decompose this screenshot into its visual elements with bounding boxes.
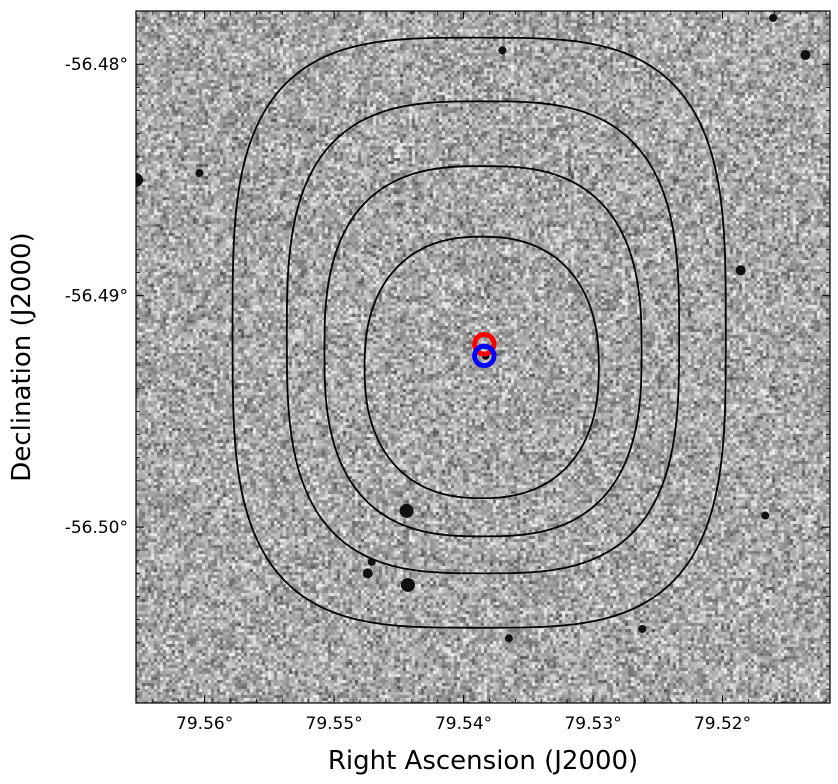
plot-frame	[135, 10, 831, 704]
star-source	[761, 511, 770, 520]
contour-line	[363, 235, 600, 500]
star-source	[399, 503, 414, 518]
x-tick-label: 79.52°	[694, 714, 751, 734]
x-axis-label: Right Ascension (J2000)	[328, 746, 638, 776]
star-source	[195, 169, 204, 178]
x-tick-label: 79.55°	[306, 714, 363, 734]
contour-line	[285, 100, 681, 575]
position-marker	[472, 332, 497, 357]
star-source	[498, 46, 507, 55]
position-marker	[472, 343, 497, 369]
star-source	[769, 13, 778, 22]
contour-layer	[231, 36, 727, 629]
x-tick-label: 79.56°	[176, 714, 233, 734]
star-source	[504, 634, 513, 643]
y-tick-label: -56.49°	[65, 287, 128, 307]
star-source	[735, 265, 746, 276]
contour-line	[231, 36, 727, 629]
y-tick-label: -56.48°	[65, 55, 128, 75]
star-source	[638, 624, 647, 633]
star-source	[800, 49, 811, 60]
x-tick-label: 79.54°	[435, 714, 492, 734]
y-tick-label: -56.50°	[65, 518, 128, 538]
contour-line	[323, 165, 643, 538]
sky-image	[136, 11, 830, 703]
tick-layer: 79.56° 79.55° 79.54° 79.53° 79.52° -56.50° -56…	[65, 11, 830, 734]
y-axis-label: Declination (J2000)	[7, 232, 37, 481]
marker-layer	[472, 332, 497, 369]
x-tick-label: 79.53°	[564, 714, 621, 734]
star-source	[362, 568, 373, 579]
star-source	[400, 577, 415, 592]
